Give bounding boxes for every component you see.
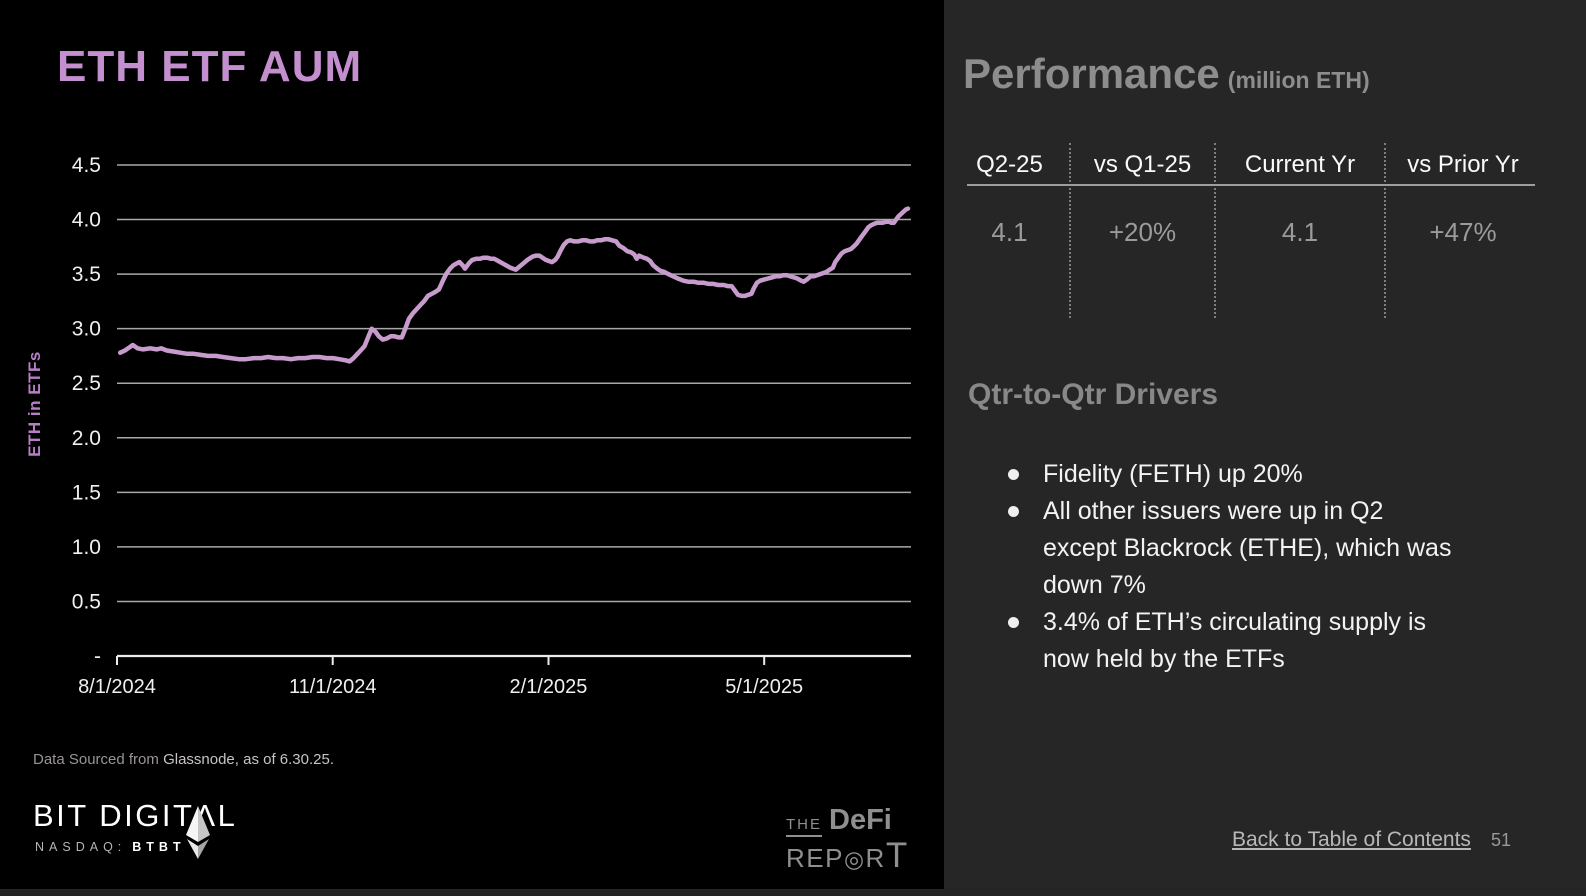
drivers-heading: Qtr-to-Qtr Drivers <box>968 378 1219 411</box>
driver-bullet-item: 3.4% of ETH’s circulating supply is now h… <box>1008 604 1508 678</box>
y-tick-label: 0.5 <box>72 590 101 613</box>
performance-column: Current Yr 4.1 <box>1214 143 1384 318</box>
column-header: Q2-25 <box>976 151 1043 178</box>
x-tick-label: 5/1/2025 <box>725 676 803 698</box>
data-source-note: Data Sourced from Glassnode, as of 6.30.… <box>33 751 334 768</box>
column-value: 4.1 <box>991 217 1028 247</box>
table-header-rule <box>967 184 1535 186</box>
y-tick-label: 2.0 <box>72 427 101 450</box>
y-tick-label: - <box>94 645 101 668</box>
y-tick-label: 3.0 <box>72 318 101 341</box>
defi-logo-report: REP◎RT <box>786 836 909 875</box>
page-title: ETH ETF AUM <box>57 42 363 91</box>
defi-logo-defi: DeFi <box>829 804 892 836</box>
driver-bullet-item: Fidelity (FETH) up 20% <box>1008 456 1508 493</box>
nasdaq-label: NASDAQ: <box>35 840 127 854</box>
performance-column: vs Q1-25 +20% <box>1069 143 1214 318</box>
driver-bullet-item: All other issuers were up in Q2 except Bl… <box>1008 493 1508 604</box>
x-tick-label: 11/1/2024 <box>289 676 377 698</box>
column-value: 4.1 <box>1281 217 1319 247</box>
footer-nav: Back to Table of Contents 51 <box>1232 828 1511 852</box>
eth-etf-aum-chart: 4.5 4.0 3.5 3.0 2.5 2.0 1.5 1.0 0.5 - 8/1/2024 11/1… <box>25 154 911 698</box>
column-header: vs Prior Yr <box>1407 151 1519 178</box>
performance-column: vs Prior Yr +47% <box>1384 143 1540 318</box>
bullet-text: 3.4% of ETH’s circulating supply is now h… <box>1043 608 1427 673</box>
bit-digital-ticker: NASDAQ: BTBT <box>35 840 186 854</box>
performance-column: Q2-25 4.1 <box>950 143 1069 318</box>
bullet-dot-icon <box>1008 469 1019 480</box>
defi-report-logo: THE DeFi REP◎RT <box>786 806 909 873</box>
column-header: Current Yr <box>1244 151 1356 178</box>
performance-heading-units: (million ETH) <box>1227 67 1370 93</box>
y-axis-title: ETH in ETFs <box>25 351 44 457</box>
y-tick-label: 1.0 <box>72 536 101 559</box>
performance-table: Q2-25 4.1 vs Q1-25 +20% Current Yr 4.1 vs Prio… <box>950 143 1540 318</box>
y-tick-label: 1.5 <box>72 481 101 504</box>
page-number: 51 <box>1490 830 1511 850</box>
source-note-emphasis: Glassnode, as of 6.30.25. <box>163 751 335 768</box>
y-tick-label: 2.5 <box>72 372 101 395</box>
x-tick-label: 8/1/2024 <box>78 676 156 698</box>
column-header: vs Q1-25 <box>1093 151 1192 178</box>
y-tick-label: 4.5 <box>72 154 101 177</box>
slide-bottom-edge <box>0 889 1586 896</box>
bullet-dot-icon <box>1008 506 1019 517</box>
column-value: +20% <box>1108 217 1177 247</box>
ethereum-diamond-icon <box>186 806 210 859</box>
performance-panel: Performance (million ETH) Qtr-to-Qtr Driv… <box>944 0 1586 896</box>
drivers-list: Fidelity (FETH) up 20% All other issuers … <box>1008 456 1508 678</box>
aum-line-series <box>117 206 911 364</box>
y-tick-label: 3.5 <box>72 263 101 286</box>
source-note-prefix: Data Sourced from <box>33 751 164 768</box>
bullet-dot-icon <box>1008 617 1019 628</box>
ticker-symbol: BTBT <box>132 840 186 854</box>
performance-heading: Performance (million ETH) <box>963 50 1370 97</box>
y-tick-label: 4.0 <box>72 209 101 232</box>
defi-logo-the: THE <box>786 817 822 837</box>
x-tick-label: 2/1/2025 <box>510 676 588 698</box>
bullseye-icon: ◎ <box>843 846 866 872</box>
bullet-text: All other issuers were up in Q2 except Bl… <box>1043 497 1452 599</box>
back-to-toc-link[interactable]: Back to Table of Contents <box>1232 828 1471 851</box>
column-value: +47% <box>1429 217 1497 247</box>
bullet-text: Fidelity (FETH) up 20% <box>1043 460 1303 488</box>
